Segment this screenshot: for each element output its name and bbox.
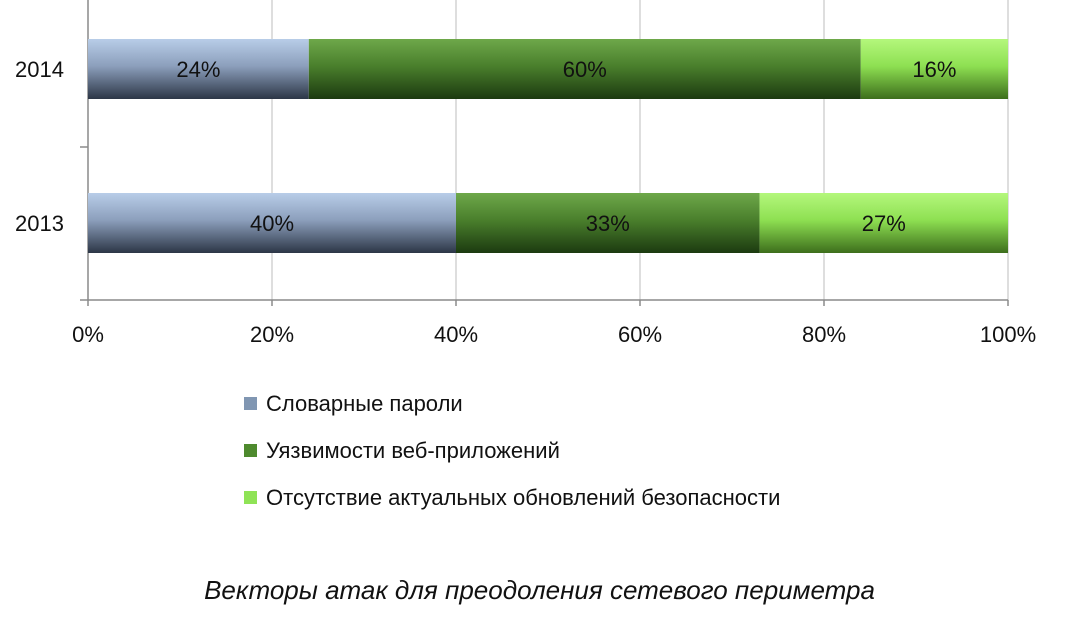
bar-segment — [456, 193, 760, 253]
bar-segment — [88, 193, 456, 253]
legend-swatch — [244, 397, 257, 410]
x-tick-label: 100% — [980, 322, 1036, 347]
data-label: 40% — [250, 211, 294, 236]
category-label: 2014 — [15, 57, 64, 82]
bars — [88, 39, 1008, 253]
legend-item: Отсутствие актуальных обновлений безопас… — [244, 474, 780, 521]
legend-label: Уязвимости веб-приложений — [266, 437, 560, 463]
x-tick-label: 60% — [618, 322, 662, 347]
x-tick-label: 20% — [250, 322, 294, 347]
bar-segment — [88, 39, 309, 99]
x-tick-label: 0% — [72, 322, 104, 347]
data-label: 33% — [586, 211, 630, 236]
bar-segment — [860, 39, 1008, 99]
legend: Словарные пароли Уязвимости веб-приложени… — [244, 380, 780, 521]
data-label: 60% — [563, 57, 607, 82]
chart-title: Векторы атак для преодоления сетевого пе… — [204, 575, 875, 605]
bar-segment — [759, 193, 1008, 253]
labels: 0% 20% 40% 60% 80% 100% 24% 60% 16% 2014 40% 33% 27%… — [15, 57, 1036, 347]
legend-item: Уязвимости веб-приложений — [244, 427, 780, 474]
bar-segment — [308, 39, 861, 99]
legend-label: Словарные пароли — [266, 390, 463, 416]
data-label: 27% — [862, 211, 906, 236]
legend-label: Отсутствие актуальных обновлений безопас… — [266, 484, 781, 510]
x-tick-label: 40% — [434, 322, 478, 347]
legend-item: Словарные пароли — [244, 380, 780, 427]
legend-swatch — [244, 444, 257, 457]
data-label: 24% — [176, 57, 220, 82]
data-label: 16% — [912, 57, 956, 82]
category-label: 2013 — [15, 211, 64, 236]
x-tick-label: 80% — [802, 322, 846, 347]
legend-swatch — [244, 491, 257, 504]
stacked-bar-chart: 0% 20% 40% 60% 80% 100% 24% 60% 16% 2014 40% 33% 27%… — [15, 0, 1036, 347]
